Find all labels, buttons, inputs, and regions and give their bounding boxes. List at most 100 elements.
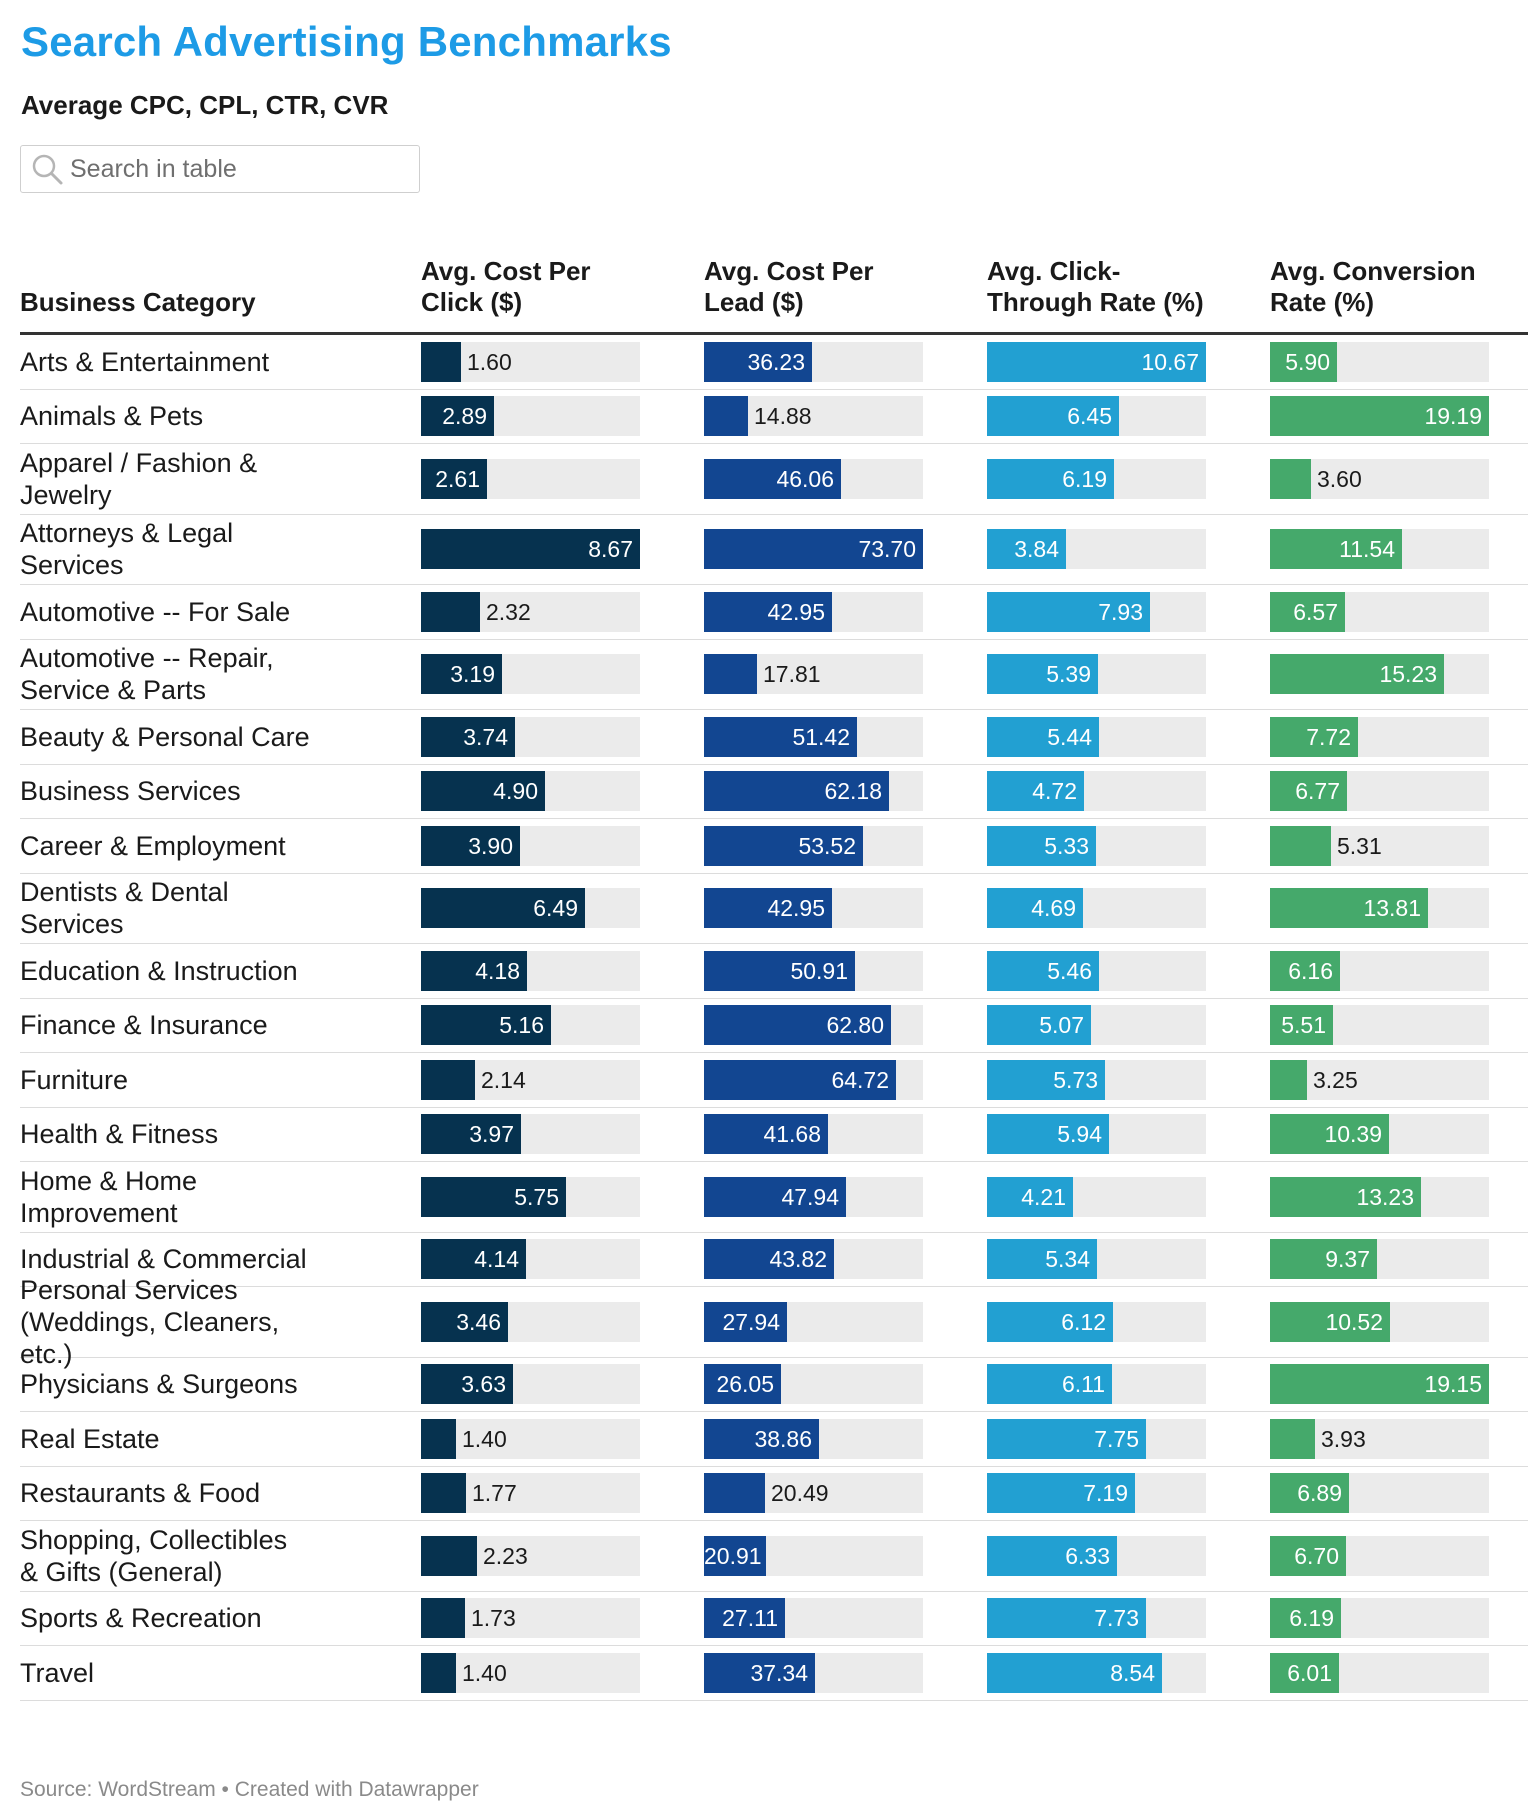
- cvr-value-label: 11.54: [1339, 536, 1395, 563]
- cpc-cell: 5.16: [421, 1005, 640, 1046]
- ctr-cell: 5.34: [987, 1239, 1206, 1280]
- ctr-cell: 5.73: [987, 1059, 1206, 1100]
- column-header-cvr[interactable]: Avg. Conversion Rate (%): [1270, 256, 1476, 317]
- column-header-cpc[interactable]: Avg. Cost Per Click ($): [421, 256, 591, 317]
- cpc-cell: 4.90: [421, 771, 640, 812]
- ctr-cell: 7.19: [987, 1473, 1206, 1514]
- cpl-bar: [704, 950, 855, 991]
- cvr-cell: 10.52: [1270, 1301, 1489, 1342]
- column-header-category[interactable]: Business Category: [20, 287, 256, 317]
- ctr-bar: [987, 1301, 1113, 1342]
- table-row: Apparel / Fashion & Jewelry 2.61 46.06 6.19…: [20, 444, 1528, 515]
- cpl-cell: 20.91: [704, 1535, 923, 1576]
- ctr-value-label: 7.93: [1098, 598, 1143, 625]
- cpc-cell: 2.23: [421, 1535, 640, 1576]
- cpc-value-label: 1.73: [471, 1605, 516, 1632]
- cpl-value-label: 38.86: [754, 1425, 812, 1452]
- cvr-bar: [1270, 716, 1358, 757]
- table-row: Shopping, Collectibles & Gifts (General)…: [20, 1521, 1528, 1592]
- cvr-bar: [1270, 1059, 1307, 1100]
- table-row: Physicians & Surgeons 3.63 26.05 6.11 19.15: [20, 1358, 1528, 1412]
- cvr-bar: [1270, 1473, 1349, 1514]
- cpc-value-label: 5.16: [499, 1012, 544, 1039]
- cpl-value-label: 53.52: [798, 832, 856, 859]
- cpc-bar: [421, 716, 515, 757]
- ctr-bar: [987, 1652, 1162, 1693]
- ctr-value-label: 5.39: [1046, 661, 1091, 688]
- table-row: Restaurants & Food 1.77 20.49 7.19 6.89: [20, 1467, 1528, 1521]
- table-row: Education & Instruction 4.18 50.91 5.46 6.16: [20, 944, 1528, 999]
- cpl-bar: [704, 888, 832, 929]
- cpc-cell: 3.97: [421, 1114, 640, 1155]
- cvr-bar: [1270, 888, 1428, 929]
- cpl-value-label: 62.80: [826, 1012, 884, 1039]
- cpc-value-label: 3.74: [463, 723, 508, 750]
- column-header-ctr[interactable]: Avg. Click-Through Rate (%): [987, 256, 1204, 317]
- table-search[interactable]: [20, 145, 420, 193]
- category-label: Health & Fitness: [20, 1119, 219, 1150]
- category-label: Industrial & Commercial: [20, 1244, 307, 1275]
- cpl-value-label: 26.05: [716, 1371, 774, 1398]
- cpl-cell: 17.81: [704, 654, 923, 695]
- cvr-bar: [1270, 396, 1489, 437]
- ctr-bar: [987, 1473, 1135, 1514]
- cvr-bar: [1270, 1598, 1341, 1639]
- cpc-bar: [421, 591, 480, 632]
- cpc-bar: [421, 1301, 508, 1342]
- cvr-value-label: 15.23: [1379, 661, 1437, 688]
- ctr-value-label: 3.84: [1014, 536, 1059, 563]
- table-row: Industrial & Commercial 4.14 43.82 5.34 9.37: [20, 1233, 1528, 1287]
- category-label: Automotive -- For Sale: [20, 596, 291, 627]
- cvr-value-label: 3.93: [1321, 1425, 1366, 1452]
- cpc-cell: 2.14: [421, 1059, 640, 1100]
- ctr-bar: [987, 1598, 1146, 1639]
- cvr-bar: [1270, 950, 1340, 991]
- ctr-value-label: 5.46: [1047, 957, 1092, 984]
- cpl-value-label: 41.68: [763, 1121, 821, 1148]
- ctr-value-label: 6.12: [1061, 1308, 1106, 1335]
- chart-footer: Source: WordStream • Created with Datawr…: [20, 1778, 479, 1802]
- cpl-cell: 27.11: [704, 1598, 923, 1639]
- category-label: Sports & Recreation: [20, 1603, 262, 1634]
- cvr-value-label: 19.19: [1424, 403, 1482, 430]
- cvr-cell: 5.51: [1270, 1005, 1489, 1046]
- cvr-bar: [1270, 654, 1444, 695]
- ctr-value-label: 6.11: [1061, 1371, 1105, 1398]
- cpl-bar: [704, 1005, 891, 1046]
- category-label: Dentists & Dental Services: [20, 877, 229, 940]
- cpc-value-label: 4.14: [474, 1246, 519, 1273]
- cpc-value-label: 2.61: [435, 465, 480, 492]
- cvr-cell: 9.37: [1270, 1239, 1489, 1280]
- ctr-value-label: 5.07: [1039, 1012, 1084, 1039]
- cpc-cell: 2.32: [421, 591, 640, 632]
- ctr-bar: [987, 1005, 1091, 1046]
- ctr-value-label: 5.94: [1057, 1121, 1102, 1148]
- ctr-value-label: 4.72: [1032, 778, 1077, 805]
- ctr-value-label: 6.33: [1065, 1542, 1110, 1569]
- cpl-cell: 42.95: [704, 888, 923, 929]
- cpc-bar: [421, 1652, 456, 1693]
- cpl-cell: 14.88: [704, 396, 923, 437]
- ctr-value-label: 7.73: [1094, 1605, 1139, 1632]
- cpc-cell: 3.19: [421, 654, 640, 695]
- cvr-value-label: 6.77: [1295, 778, 1340, 805]
- ctr-bar: [987, 771, 1084, 812]
- credit-link[interactable]: Created with Datawrapper: [234, 1778, 479, 1801]
- table-row: Personal Services (Weddings, Cleaners, e…: [20, 1275, 1528, 1369]
- cpc-value-label: 1.40: [462, 1659, 507, 1686]
- ctr-cell: 6.19: [987, 458, 1206, 499]
- ctr-value-label: 7.75: [1094, 1425, 1139, 1452]
- cvr-bar: [1270, 458, 1311, 499]
- source-note: Source: WordStream: [20, 1778, 216, 1801]
- cpl-bar: [704, 1535, 766, 1576]
- search-input[interactable]: [70, 154, 400, 184]
- column-header-cpl[interactable]: Avg. Cost Per Lead ($): [704, 256, 874, 317]
- cpl-bar: [704, 529, 923, 570]
- cpl-bar: [704, 1418, 819, 1459]
- cpc-bar: [421, 1005, 551, 1046]
- chart-title: Search Advertising Benchmarks: [21, 18, 672, 65]
- cpl-bar: [704, 1652, 815, 1693]
- cpc-bar: [421, 1364, 513, 1405]
- cvr-bar: [1270, 1176, 1421, 1217]
